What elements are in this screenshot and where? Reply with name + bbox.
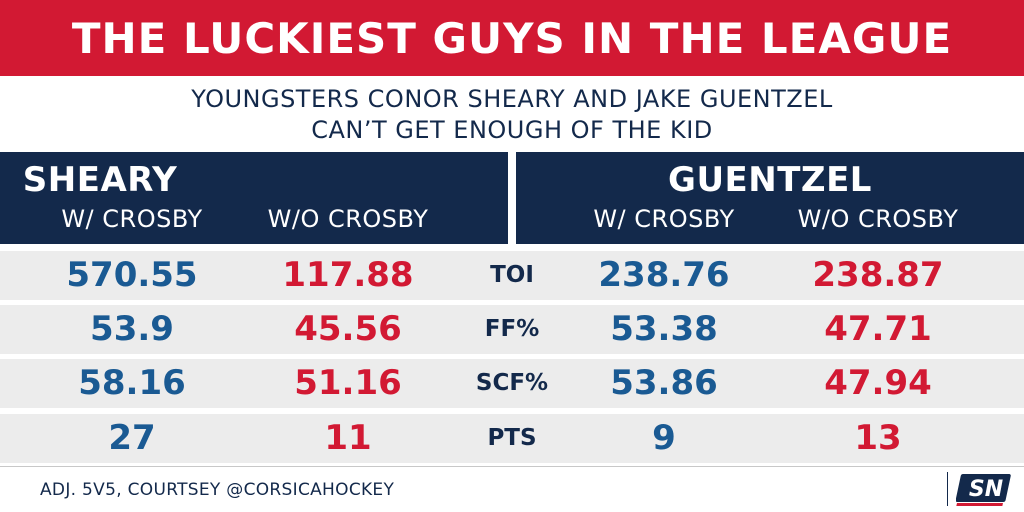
sheary-without-toi: 117.88 xyxy=(282,255,414,295)
player-name-sheary: SHEARY xyxy=(22,160,178,200)
sheary-header-panel: SHEARY W/ CROSBY W/O CROSBY xyxy=(0,152,508,244)
guentzel-without-toi: 238.87 xyxy=(812,255,944,295)
sheary-without-crosby-header: W/O CROSBY xyxy=(267,205,429,233)
svg-text:SN: SN xyxy=(969,477,1003,502)
guentzel-with-scf: 53.86 xyxy=(610,363,718,403)
guentzel-without-crosby-header: W/O CROSBY xyxy=(797,205,959,233)
table-row-pts: 27 11 PTS 9 13 xyxy=(0,414,1024,463)
sheary-with-toi: 570.55 xyxy=(66,255,198,295)
logo-divider xyxy=(947,472,948,506)
table-row-scf: 58.16 51.16 SCF% 53.86 47.94 xyxy=(0,359,1024,408)
guentzel-without-ff: 47.71 xyxy=(824,309,932,349)
sheary-with-pts: 27 xyxy=(108,418,156,458)
guentzel-header-panel: GUENTZEL W/ CROSBY W/O CROSBY xyxy=(516,152,1024,244)
chart-subtitle: YOUNGSTERS CONOR SHEARY AND JAKE GUENTZE… xyxy=(0,84,1024,146)
metric-label-ff: FF% xyxy=(484,316,540,342)
guentzel-with-crosby-header: W/ CROSBY xyxy=(593,205,735,233)
footer-divider xyxy=(0,466,1024,467)
guentzel-with-toi: 238.76 xyxy=(598,255,730,295)
player-name-guentzel: GUENTZEL xyxy=(668,160,872,200)
title-banner: THE LUCKIEST GUYS IN THE LEAGUE xyxy=(0,0,1024,76)
metric-label-pts: PTS xyxy=(487,425,537,451)
sportsnet-logo-icon: SN xyxy=(955,470,1016,512)
sheary-with-scf: 58.16 xyxy=(78,363,186,403)
guentzel-with-ff: 53.38 xyxy=(610,309,718,349)
chart-title: THE LUCKIEST GUYS IN THE LEAGUE xyxy=(71,13,953,63)
guentzel-without-scf: 47.94 xyxy=(824,363,932,403)
sheary-without-scf: 51.16 xyxy=(294,363,402,403)
subtitle-line-2: CAN’T GET ENOUGH OF THE KID xyxy=(311,116,713,144)
subtitle-line-1: YOUNGSTERS CONOR SHEARY AND JAKE GUENTZE… xyxy=(191,85,833,113)
source-note: ADJ. 5V5, COURTSEY @CORSICAHOCKEY xyxy=(40,480,395,500)
metric-label-toi: TOI xyxy=(490,262,534,288)
guentzel-without-pts: 13 xyxy=(854,418,902,458)
sheary-with-ff: 53.9 xyxy=(90,309,174,349)
metric-label-scf: SCF% xyxy=(475,370,549,396)
table-row-ff: 53.9 45.56 FF% 53.38 47.71 xyxy=(0,305,1024,354)
table-row-toi: 570.55 117.88 TOI 238.76 238.87 xyxy=(0,251,1024,300)
sheary-without-ff: 45.56 xyxy=(294,309,402,349)
sheary-with-crosby-header: W/ CROSBY xyxy=(61,205,203,233)
sheary-without-pts: 11 xyxy=(324,418,372,458)
guentzel-with-pts: 9 xyxy=(652,418,676,458)
